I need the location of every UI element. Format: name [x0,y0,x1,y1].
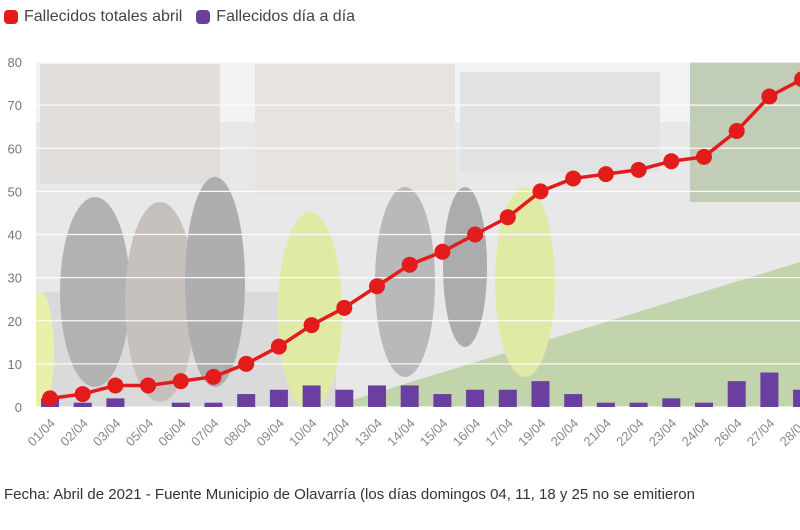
total-point [696,148,712,165]
total-point [597,166,614,183]
daily-bar [727,381,746,407]
total-point [401,256,418,273]
x-tick-label: 24/04 [679,416,713,450]
total-point [303,317,320,334]
x-tick-label: 27/04 [744,416,778,450]
x-tick-label: 07/04 [188,416,222,450]
x-tick-label: 26/04 [711,416,745,450]
x-tick-label: 15/04 [417,416,451,450]
daily-bar [237,394,256,407]
total-line [42,71,800,407]
total-point [663,153,680,170]
daily-bar [335,389,354,407]
y-axis: 0 10 20 30 40 50 60 70 80 [8,55,22,415]
daily-bar [662,398,681,407]
x-tick-label: 22/04 [613,416,647,450]
y-tick-label: 10 [8,357,22,372]
x-tick-label: 10/04 [286,416,320,450]
daily-bar [433,394,452,407]
daily-bar [302,385,321,407]
daily-bar [73,402,92,407]
total-point [434,243,451,260]
daily-bar [171,402,190,407]
daily-bar [695,402,713,407]
y-tick-label: 20 [8,314,22,329]
y-tick-label: 40 [8,228,22,243]
total-point [532,183,549,200]
legend-item-daily[interactable]: Fallecidos día a día [196,8,355,26]
x-tick-label: 02/04 [57,416,91,450]
background-photo [36,62,800,407]
daily-bar [269,389,288,407]
total-point [728,123,745,139]
total-point [794,71,800,87]
daily-bar [106,398,125,407]
total-point [630,161,647,178]
total-point [467,226,484,243]
x-tick-label: 08/04 [221,416,255,450]
x-tick-label: 12/04 [319,416,353,450]
total-point [205,368,222,385]
x-tick-label: 09/04 [253,416,287,450]
gridlines [36,61,800,408]
x-tick-label: 20/04 [548,416,582,450]
x-tick-label: 28/04 [777,416,800,450]
daily-bar [596,402,615,407]
total-point [499,209,516,226]
legend-label-total: Fallecidos totales abril [24,8,183,25]
total-point [761,88,778,105]
chart-legend: Fallecidos totales abril Fallecidos día … [4,8,355,26]
daily-bar [793,389,800,407]
total-point [140,377,157,394]
y-tick-label: 0 [15,400,22,415]
daily-bar [204,402,223,407]
x-tick-label: 13/04 [352,416,386,450]
daily-bar [760,372,779,407]
legend-label-daily: Fallecidos día a día [216,8,356,25]
daily-bar [466,389,485,407]
total-point [270,338,287,355]
total-point [336,299,353,316]
x-tick-label: 17/04 [482,416,516,450]
deaths-chart: 0 10 20 30 40 50 60 70 80 01/04 02/04 03/04 05/04 06… [8,55,800,450]
daily-bar [564,394,583,407]
y-tick-label: 30 [8,271,22,286]
y-tick-label: 80 [8,55,22,70]
daily-bar [498,389,517,407]
x-tick-label: 21/04 [580,416,614,450]
total-point [107,377,124,394]
chart-caption: Fecha: Abril de 2021 - Fuente Municipio … [4,486,695,503]
x-tick-label: 23/04 [646,416,680,450]
legend-swatch-daily [196,10,211,24]
total-point [74,386,91,403]
y-tick-label: 50 [8,184,22,199]
legend-swatch-total [4,10,18,24]
x-axis: 01/04 02/04 03/04 05/04 06/04 07/04 08/04 09/04… [25,416,800,450]
total-point [565,170,582,187]
total-point [172,373,189,390]
x-tick-label: 05/04 [123,416,157,450]
x-tick-label: 16/04 [450,416,484,450]
daily-bar [531,381,550,407]
total-point [42,390,58,407]
x-tick-label: 01/04 [25,416,59,450]
x-tick-label: 06/04 [155,416,189,450]
daily-bar [400,385,419,407]
legend-item-total[interactable]: Fallecidos totales abril [4,8,182,26]
y-tick-label: 60 [8,141,22,156]
x-tick-label: 14/04 [384,416,418,450]
x-tick-label: 03/04 [90,416,124,450]
x-tick-label: 19/04 [515,416,549,450]
y-tick-label: 70 [8,98,22,113]
total-point [369,278,385,295]
daily-bar [368,385,386,407]
total-point [238,355,255,372]
daily-bar [629,402,648,407]
